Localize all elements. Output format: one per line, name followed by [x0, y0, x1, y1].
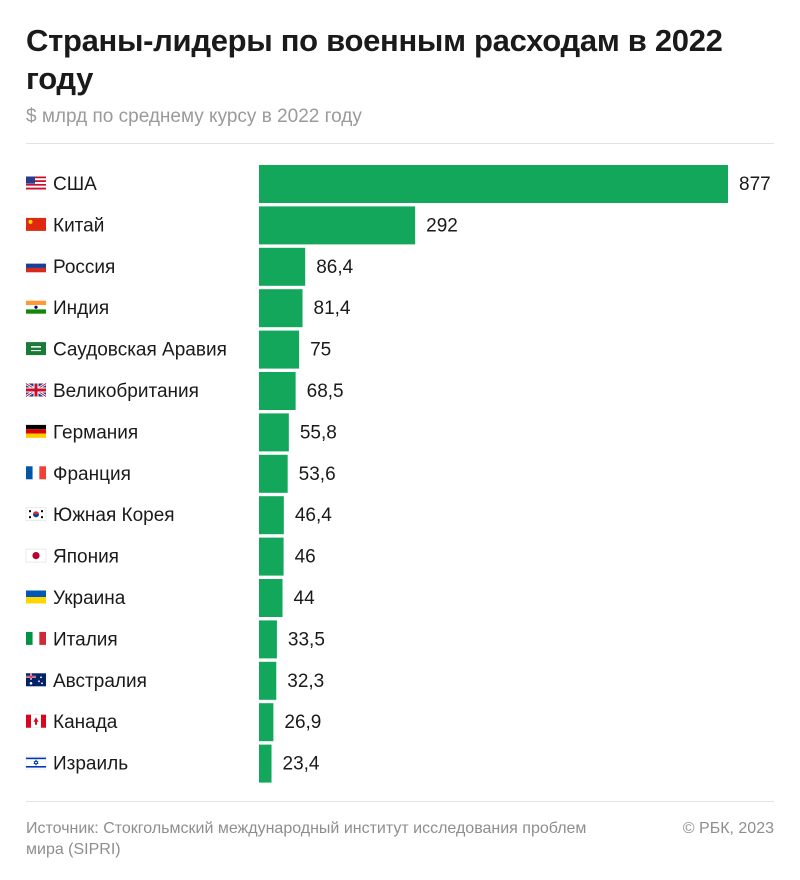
category-label: Саудовская Аравия [53, 340, 227, 361]
value-label: 53,6 [299, 464, 336, 485]
us-flag-icon [26, 176, 46, 190]
italy-flag-icon [26, 631, 46, 645]
bar-row: Россия 86,4 [26, 247, 354, 286]
bar [259, 579, 283, 617]
canada-flag-icon [25, 714, 47, 728]
japan-flag-icon [25, 548, 47, 563]
value-label: 877 [739, 174, 771, 195]
value-label: 44 [294, 588, 316, 609]
category-label: Украина [53, 588, 126, 609]
category-label: Китай [53, 215, 104, 236]
bar [259, 703, 274, 742]
bar-row: Германия 55,8 [26, 413, 337, 452]
germany-flag-icon [26, 424, 46, 438]
category-label: Индия [53, 298, 109, 319]
category-label: Канада [53, 712, 118, 733]
bar-row: Саудовская Аравия 75 [26, 330, 331, 369]
bottom-divider [26, 801, 774, 802]
value-label: 86,4 [316, 257, 353, 278]
bar [259, 247, 306, 286]
category-label: Италия [53, 629, 118, 650]
australia-flag-icon [26, 673, 46, 687]
bar [259, 289, 303, 328]
uk-flag-icon [25, 382, 47, 398]
bar-row: США 877 [26, 165, 771, 203]
category-label: США [53, 174, 97, 195]
value-label: 292 [426, 215, 458, 236]
chart-subtitle: $ млрд по среднему курсу в 2022 году [26, 106, 362, 127]
value-label: 46 [295, 547, 316, 568]
category-label: Россия [53, 257, 115, 278]
russia-flag-icon [26, 259, 46, 273]
bar [259, 454, 288, 493]
source-note: Источник: Стокгольмский международный ин… [26, 820, 587, 858]
south-korea-flag-icon [25, 507, 47, 521]
top-divider [26, 143, 774, 144]
india-flag-icon [26, 300, 46, 314]
bar-row: Италия 33,5 [26, 620, 325, 659]
value-label: 81,4 [314, 298, 351, 319]
bar [259, 744, 272, 783]
category-label: Австралия [53, 671, 147, 692]
category-label: Израиль [53, 754, 128, 775]
value-label: 32,3 [287, 671, 324, 692]
copyright-note: © РБК, 2023 [682, 820, 774, 837]
value-label: 33,5 [288, 629, 325, 650]
bar-row: Израиль 23,4 [25, 744, 320, 783]
bar [259, 661, 277, 700]
bar [259, 537, 284, 576]
value-label: 75 [310, 340, 331, 361]
israel-flag-icon [25, 755, 47, 770]
bar-row: Китай 292 [26, 206, 458, 245]
bar-row: Япония 46 [25, 537, 316, 576]
bar [259, 206, 416, 245]
bar [259, 413, 289, 452]
category-label: Великобритания [53, 381, 199, 402]
chart-title: Страны-лидеры по военным расходам в 2022… [26, 23, 723, 96]
bar [259, 496, 284, 535]
category-label: Германия [53, 422, 138, 443]
value-label: 26,9 [284, 712, 321, 733]
saudi-arabia-flag-icon [26, 342, 46, 356]
category-label: Франция [53, 464, 131, 485]
bar [259, 620, 277, 659]
bar-row: Франция 53,6 [26, 454, 336, 493]
bar-row: Южная Корея 46,4 [25, 496, 332, 535]
china-flag-icon [26, 217, 46, 231]
bar [259, 330, 300, 369]
france-flag-icon [26, 466, 46, 480]
bar [259, 372, 296, 410]
bar-row: Великобритания 68,5 [25, 372, 344, 410]
value-label: 46,4 [295, 505, 332, 526]
category-label: Южная Корея [53, 505, 175, 526]
value-label: 23,4 [283, 754, 320, 775]
bar-row: Индия 81,4 [26, 289, 351, 328]
bar [259, 165, 728, 203]
value-label: 68,5 [307, 381, 344, 402]
bar-row: Канада 26,9 [25, 703, 321, 742]
bar-row: Австралия 32,3 [26, 661, 324, 700]
category-label: Япония [53, 547, 119, 568]
ukraine-flag-icon [26, 590, 46, 604]
bar-row: Украина 44 [26, 579, 315, 617]
value-label: 55,8 [300, 422, 337, 443]
